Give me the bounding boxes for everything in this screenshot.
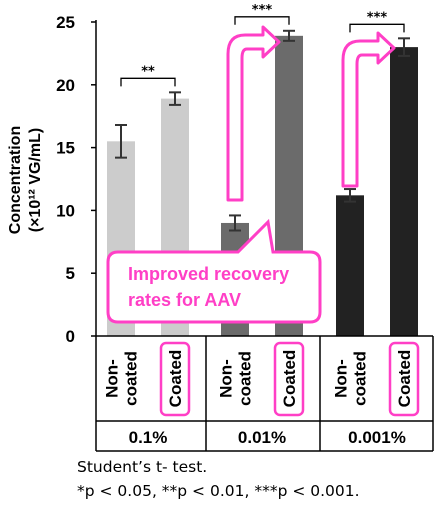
bar [336,195,364,336]
category-label: Non- [332,359,351,398]
group-label: 0.001% [348,428,406,447]
y-tick-label: 10 [56,201,75,220]
recovery-arrow [226,25,281,202]
category-table: Non-coated Coated 0.1% Non-coated Coated 0.01… [95,335,434,452]
coated-highlight-box [273,341,305,417]
footnote-test: Student’s t- test. [77,458,208,476]
category-label: Coated [280,350,299,408]
group-label: 0.01% [238,428,286,447]
recovery-arrow [341,31,396,188]
category-label: Coated [166,350,185,408]
y-tick-label: 25 [56,13,75,32]
significance-label: ** [141,64,155,79]
significance-bracket [120,77,176,87]
category-label: Coated [395,350,414,408]
callout-box [106,218,322,324]
y-tick-label: 15 [56,139,75,158]
category-label: Non- [217,359,236,398]
callout-text-line2: rates for AAV [128,290,241,310]
y-tick-label: 0 [66,327,75,346]
coated-highlight-box [159,341,191,417]
group-label: 0.1% [129,428,168,447]
bar [390,47,418,337]
y-axis-unit: (×10¹² VG/mL) [27,128,44,232]
y-tick-label: 5 [66,264,75,283]
significance-label: *** [252,3,273,18]
category-label: coated [122,351,141,406]
coated-highlight-box [388,341,420,417]
footnote-pvalues: *p < 0.05, **p < 0.01, ***p < 0.001. [77,482,360,500]
y-axis-title: Concentration [7,126,24,234]
category-label: coated [351,351,370,406]
significance-bracket [349,23,405,33]
category-label: coated [236,351,255,406]
y-tick-label: 20 [56,76,75,95]
significance-label: *** [367,10,388,25]
category-label: Non- [103,359,122,398]
chart-overlay: Improved recovery rates for AAV [106,25,396,324]
significance-bracket [234,16,290,25]
callout-text-line1: Improved recovery [128,264,289,284]
chart-axes: 0 5 10 15 20 25 Concentration (×10¹² VG/mL) [7,13,97,346]
